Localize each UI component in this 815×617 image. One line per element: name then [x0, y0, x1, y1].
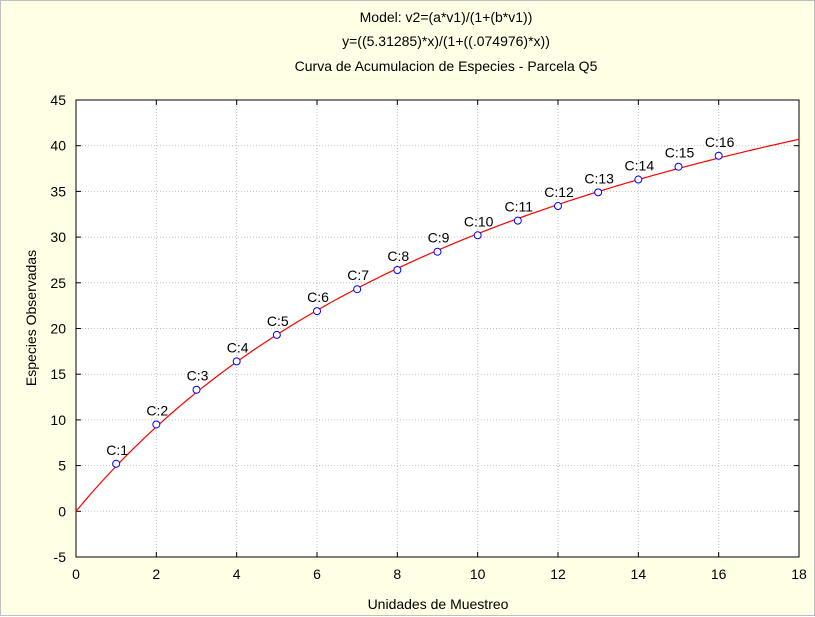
x-tick-label-8: 16 — [711, 566, 727, 582]
data-point-label-16: C:16 — [705, 134, 735, 150]
chart-title-line-1: Model: v2=(a*v1)/(1+(b*v1)) — [360, 9, 533, 25]
data-point-label-9: C:9 — [428, 230, 450, 246]
y-tick-label-3: 10 — [50, 412, 66, 428]
data-point-label-3: C:3 — [187, 368, 209, 384]
data-point-label-7: C:7 — [347, 267, 369, 283]
data-point-labels: C:1 C:2 C:3 C:4 C:5 C:6 C:7 C:8 C:9 C:10 C:11 C:12 C… — [106, 134, 734, 458]
data-point-1 — [112, 459, 121, 468]
x-tick-label-3: 6 — [313, 566, 321, 582]
data-point-8 — [393, 266, 402, 275]
data-point-3 — [192, 385, 201, 394]
x-tick-labels: 0 2 4 6 8 10 12 14 16 18 — [72, 566, 807, 582]
data-point-9 — [433, 247, 442, 256]
y-tick-label-6: 25 — [50, 275, 66, 291]
x-tick-label-6: 12 — [550, 566, 566, 582]
data-point-label-8: C:8 — [387, 248, 409, 264]
x-tick-label-1: 2 — [152, 566, 160, 582]
chart-title-line-2: y=((5.31285)*x)/(1+((.074976)*x)) — [342, 33, 550, 49]
y-axis-title: Especies Observadas — [23, 250, 39, 386]
data-point-11 — [513, 216, 522, 225]
y-tick-label-8: 35 — [50, 183, 66, 199]
data-point-label-11: C:11 — [505, 199, 534, 215]
grid-lines — [76, 100, 799, 557]
data-point-10 — [473, 231, 482, 240]
x-tick-label-2: 4 — [233, 566, 241, 582]
data-point-label-14: C:14 — [625, 158, 655, 174]
data-point-label-2: C:2 — [146, 402, 168, 418]
data-point-14 — [634, 175, 643, 184]
data-point-label-4: C:4 — [227, 339, 249, 355]
x-axis-title: Unidades de Muestreo — [368, 596, 509, 612]
y-tick-label-7: 30 — [50, 229, 66, 245]
y-tick-label-9: 40 — [50, 138, 66, 154]
data-point-2 — [152, 420, 161, 429]
data-point-label-1: C:1 — [106, 442, 128, 458]
chart-title-line-3: Curva de Acumulacion de Especies - Parce… — [295, 58, 598, 74]
axes — [75, 99, 800, 558]
data-point-16 — [714, 151, 723, 160]
y-tick-label-4: 15 — [50, 366, 66, 382]
y-tick-label-5: 20 — [50, 321, 66, 337]
data-point-label-5: C:5 — [267, 313, 289, 329]
data-points — [112, 151, 723, 468]
data-point-5 — [272, 330, 281, 339]
data-point-7 — [353, 285, 362, 294]
data-point-6 — [313, 307, 321, 316]
y-tick-label-10: 45 — [50, 92, 66, 108]
data-point-4 — [232, 357, 241, 366]
x-tick-label-5: 10 — [470, 566, 486, 582]
x-tick-label-4: 8 — [393, 566, 401, 582]
data-point-label-13: C:13 — [584, 170, 614, 186]
chart-title-group: Model: v2=(a*v1)/(1+(b*v1)) y=((5.31285)… — [295, 9, 598, 74]
y-tick-label-1: 0 — [58, 503, 66, 519]
data-point-13 — [594, 188, 603, 197]
y-tick-label-0: -5 — [54, 549, 67, 565]
x-tick-label-7: 14 — [631, 566, 647, 582]
y-tick-label-2: 5 — [58, 458, 66, 474]
data-point-15 — [674, 162, 683, 171]
x-tick-label-0: 0 — [72, 566, 80, 582]
data-point-label-10: C:10 — [464, 213, 494, 229]
data-point-12 — [554, 202, 562, 211]
data-point-label-15: C:15 — [665, 145, 695, 161]
y-tick-labels: -5 0 5 10 15 20 25 30 35 40 45 — [50, 92, 66, 565]
x-tick-label-9: 18 — [791, 566, 807, 582]
data-point-label-6: C:6 — [307, 289, 329, 305]
data-point-label-12: C:12 — [544, 184, 574, 200]
